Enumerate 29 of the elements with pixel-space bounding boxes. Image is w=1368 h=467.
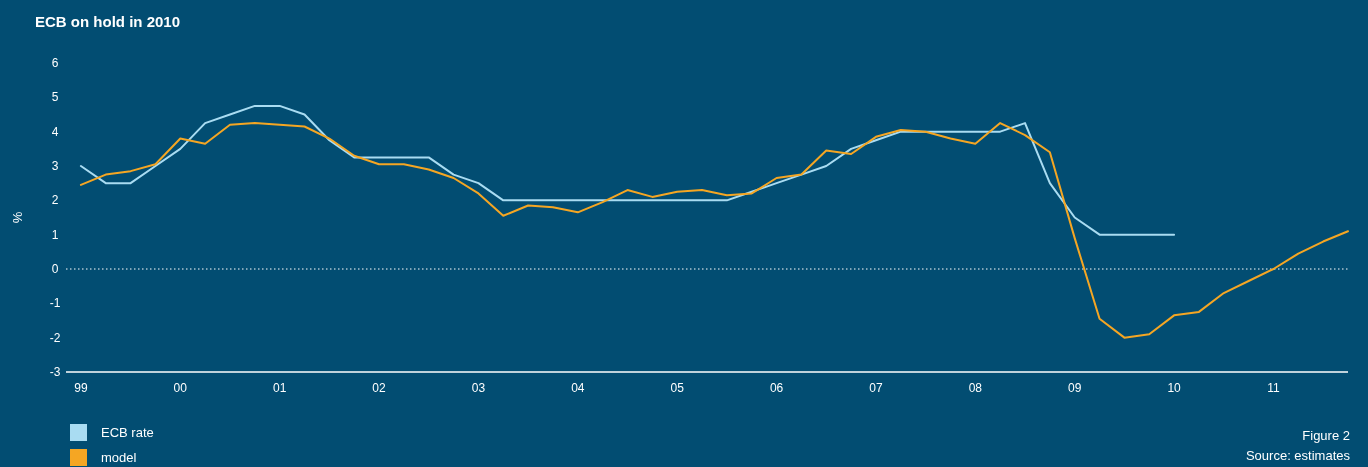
x-tick-label: 05 xyxy=(670,381,685,395)
x-tick-label: 11 xyxy=(1267,381,1281,395)
x-tick-label: 02 xyxy=(372,381,387,395)
y-axis-title: % xyxy=(10,211,25,224)
y-tick-label: 0 xyxy=(51,262,59,276)
x-tick-label: 00 xyxy=(173,381,188,395)
source-note: Source: estimates xyxy=(1245,448,1351,463)
x-tick-label: 99 xyxy=(74,381,88,395)
x-tick-label: 06 xyxy=(769,381,784,395)
y-tick-label: -1 xyxy=(49,296,61,311)
y-tick-label: 2 xyxy=(51,193,59,208)
y-tick-label: -3 xyxy=(49,365,61,379)
caption: Figure 2 xyxy=(1302,428,1350,443)
y-tick-label: 3 xyxy=(51,159,59,173)
x-tick-label: 04 xyxy=(571,381,585,395)
x-tick-label: 08 xyxy=(968,381,983,395)
y-tick-label: 1 xyxy=(51,227,59,242)
legend-label: model xyxy=(101,450,137,465)
y-tick-label: 6 xyxy=(51,56,59,70)
chart-title: ECB on hold in 2010 xyxy=(35,13,181,30)
x-tick-label: 09 xyxy=(1068,381,1082,395)
x-tick-label: 01 xyxy=(272,381,287,395)
x-tick-label: 10 xyxy=(1167,381,1182,395)
x-tick-label: 07 xyxy=(869,381,883,395)
y-tick-label: 5 xyxy=(51,90,59,105)
y-tick-label: 4 xyxy=(51,124,59,139)
legend-label: ECB rate xyxy=(101,425,154,440)
y-tick-label: -2 xyxy=(49,330,61,345)
x-tick-label: 03 xyxy=(471,381,486,395)
